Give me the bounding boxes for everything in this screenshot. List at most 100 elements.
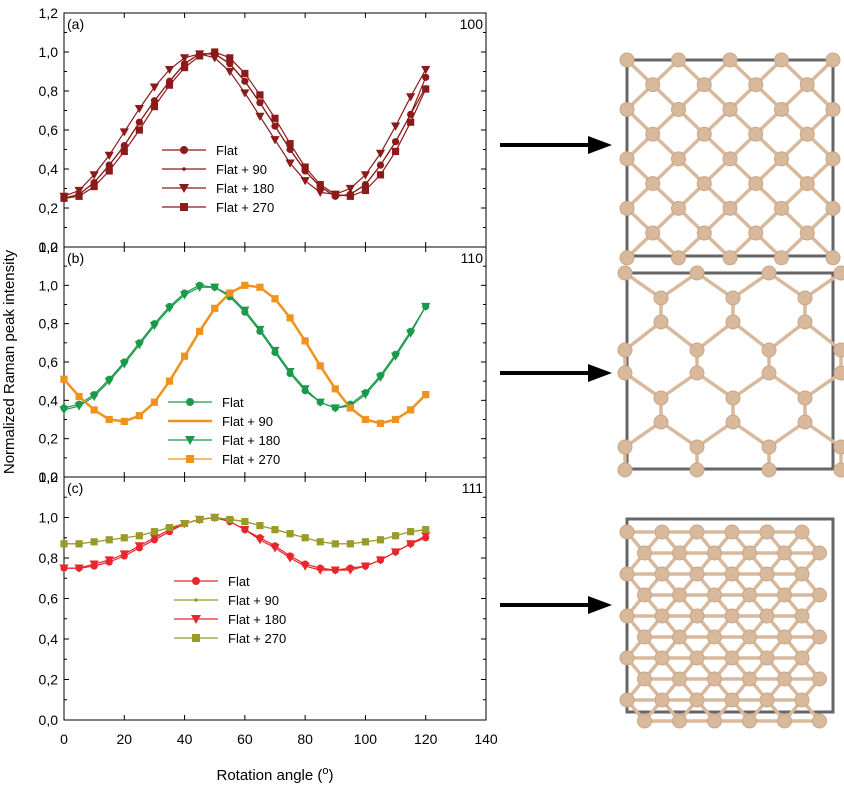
atom xyxy=(774,200,789,216)
x-tick-label: 0 xyxy=(60,731,68,747)
atom xyxy=(724,692,740,708)
atom xyxy=(696,225,712,241)
atom xyxy=(825,250,841,266)
atom xyxy=(722,101,738,117)
data-point-square xyxy=(186,455,194,463)
atom xyxy=(654,650,670,666)
atom xyxy=(637,587,652,603)
data-point-square xyxy=(120,147,128,156)
atom xyxy=(671,151,686,167)
data-point-square xyxy=(271,295,279,303)
data-point-square xyxy=(376,419,385,427)
atom xyxy=(797,414,813,430)
atom xyxy=(799,126,815,142)
atom xyxy=(742,671,757,687)
legend-label: Flat + 180 xyxy=(228,612,286,627)
data-point-square xyxy=(60,194,68,202)
data-point-square xyxy=(180,203,188,211)
data-point-triangle xyxy=(240,526,250,535)
atom xyxy=(689,566,705,582)
x-tick-label: 40 xyxy=(177,731,193,747)
atom xyxy=(689,524,705,540)
data-point-triangle xyxy=(134,542,144,551)
y-tick-label: 1,2 xyxy=(39,239,59,255)
atom xyxy=(799,77,815,93)
data-point-triangle xyxy=(360,562,371,571)
data-point-triangle xyxy=(59,564,69,573)
atom xyxy=(645,126,661,142)
atom xyxy=(748,225,764,241)
data-point-dot xyxy=(194,598,198,602)
data-point-square xyxy=(120,534,128,542)
y-tick-label: 1,0 xyxy=(39,510,59,526)
atom xyxy=(833,462,844,478)
x-axis-title: Rotation angle (o) xyxy=(216,765,333,784)
atom xyxy=(812,713,827,729)
chart-panels: 0,0 0,2 0,4 0,6 0,8 1,0 1,2 (a) 100 Flat Flat + 90… xyxy=(39,5,498,747)
data-point-circle xyxy=(186,398,194,406)
crystal-structures xyxy=(617,52,844,729)
data-point-square xyxy=(331,190,339,198)
chart-panel-110: 0,0 0,2 0,4 0,6 0,8 1,0 1,2 (b) 110 Flat Flat + 90… xyxy=(39,239,487,485)
series-flat-270 xyxy=(60,281,430,427)
data-point-square xyxy=(361,415,370,424)
atom xyxy=(671,250,686,266)
data-point-triangle xyxy=(134,104,144,114)
data-point-square xyxy=(60,375,68,383)
data-point-dot xyxy=(258,100,262,105)
data-point-square xyxy=(211,48,219,56)
data-point-triangle xyxy=(191,615,201,624)
atom xyxy=(797,290,813,306)
bond xyxy=(623,320,663,352)
data-point-square xyxy=(407,118,415,126)
atom xyxy=(748,126,764,142)
data-point-dot xyxy=(273,124,277,128)
data-point-square xyxy=(256,91,264,99)
data-point-triangle xyxy=(74,402,84,411)
atom xyxy=(645,176,661,192)
data-point-triangle xyxy=(360,171,371,180)
panel-label: (c) xyxy=(67,480,83,496)
data-point-square xyxy=(105,536,113,544)
x-tick-label: 120 xyxy=(414,731,438,747)
atom xyxy=(724,650,740,666)
atom xyxy=(812,545,827,561)
data-point-triangle xyxy=(390,122,401,131)
data-point-square xyxy=(376,171,385,179)
data-point-triangle xyxy=(119,128,129,137)
data-point-square xyxy=(150,398,159,406)
data-point-triangle xyxy=(134,341,144,350)
series-line xyxy=(63,284,427,409)
data-point-dot xyxy=(408,112,413,117)
data-point-triangle xyxy=(300,562,310,571)
series-line xyxy=(64,516,426,571)
atom xyxy=(637,713,652,729)
data-point-triangle xyxy=(59,406,69,415)
atom xyxy=(742,713,757,729)
data-point-triangle xyxy=(179,291,190,300)
data-point-square xyxy=(331,540,339,548)
data-point-square xyxy=(346,540,354,548)
arrows xyxy=(500,136,612,614)
atom xyxy=(724,566,740,582)
data-point-square xyxy=(241,69,249,78)
data-point-triangle xyxy=(164,304,175,313)
atom xyxy=(794,650,810,666)
data-point-triangle xyxy=(210,283,220,292)
data-point-square xyxy=(196,327,204,335)
atom xyxy=(722,151,738,167)
legend-label: Flat + 270 xyxy=(222,452,280,467)
data-point-triangle xyxy=(104,151,114,160)
data-point-dot xyxy=(122,143,127,148)
data-point-triangle xyxy=(104,556,114,565)
data-point-square xyxy=(90,182,98,191)
atom xyxy=(725,390,741,406)
data-point-triangle xyxy=(421,65,431,75)
y-tick-label: 0,2 xyxy=(39,200,59,216)
atom xyxy=(671,52,686,68)
atom xyxy=(722,52,738,68)
atom xyxy=(619,52,635,68)
atom xyxy=(761,462,777,478)
atom xyxy=(689,650,705,666)
atom xyxy=(722,250,738,266)
